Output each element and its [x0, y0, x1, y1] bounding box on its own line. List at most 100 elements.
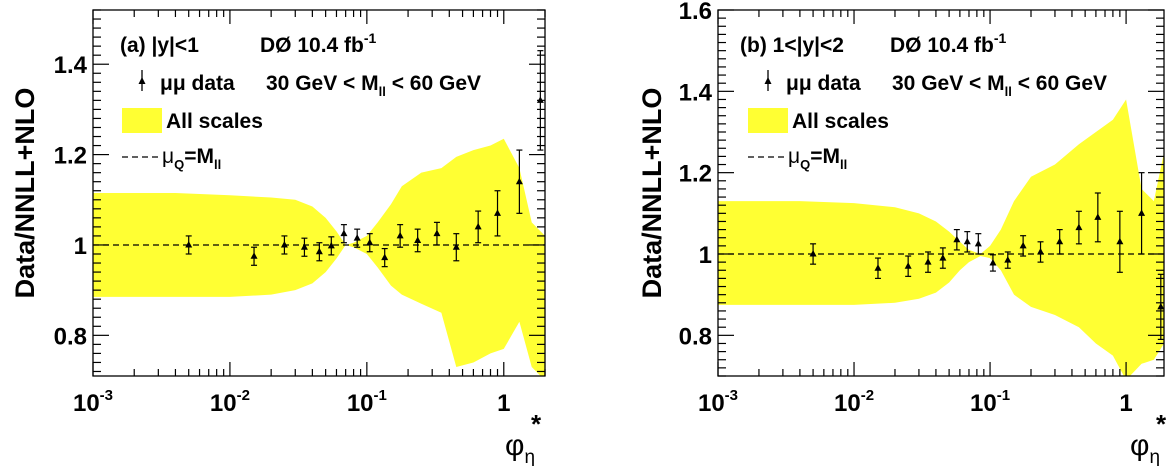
- experiment-text: DØ 10.4 fb: [890, 34, 994, 57]
- data-marker: [396, 231, 404, 239]
- x-tick-base: 1: [497, 390, 510, 417]
- data-marker: [1056, 237, 1064, 245]
- legend-mu: μ: [788, 145, 800, 168]
- data-point: [939, 247, 947, 269]
- data-marker: [185, 240, 193, 248]
- data-point: [1138, 172, 1146, 255]
- data-marker: [974, 239, 982, 247]
- legend-line-sub2: ll: [840, 157, 847, 172]
- data-point: [1019, 235, 1027, 257]
- data-point: [327, 236, 335, 256]
- data-point: [340, 224, 348, 244]
- data-marker: [1004, 256, 1012, 263]
- legend-mu-sub: Q: [174, 157, 184, 172]
- data-marker: [939, 254, 947, 261]
- y-tick-label: 1.4: [54, 52, 88, 79]
- data-point: [396, 224, 404, 248]
- data-marker: [494, 209, 502, 216]
- data-marker: [250, 252, 258, 259]
- panel-label: (a) |y|<1: [120, 34, 199, 57]
- x-tick-exponent: -3: [100, 387, 113, 404]
- scale-band: [718, 99, 1164, 376]
- legend-line-tail: =M: [184, 145, 214, 168]
- data-marker: [904, 262, 912, 269]
- legend-data-marker: [138, 77, 146, 84]
- data-marker: [809, 250, 817, 257]
- data-marker: [280, 240, 288, 248]
- legend-line-sub2: ll: [214, 157, 221, 172]
- data-marker: [1019, 241, 1027, 249]
- data-point: [381, 247, 389, 268]
- data-marker: [433, 229, 441, 237]
- experiment-text: DØ 10.4 fb: [260, 34, 364, 57]
- x-axis-label-sub: η: [1149, 447, 1160, 466]
- data-point: [452, 233, 460, 262]
- x-axis-label: φη *: [1130, 409, 1167, 466]
- mass-range-sub: ll: [1005, 84, 1012, 99]
- y-tick-label: 1.2: [679, 161, 712, 188]
- mass-range-sub: ll: [379, 84, 386, 99]
- x-tick-label: 10-1: [347, 387, 387, 417]
- legend-band-label: All scales: [166, 110, 263, 133]
- legend-band-label: All scales: [792, 110, 889, 133]
- y-tick-label: 1.4: [679, 79, 713, 106]
- data-marker: [953, 235, 961, 243]
- y-tick-label: 1.2: [54, 143, 87, 170]
- x-tick-base: 10: [347, 390, 374, 417]
- data-marker: [1116, 237, 1124, 245]
- data-point: [414, 228, 422, 253]
- x-tick-base: 10: [970, 390, 997, 417]
- data-point: [250, 246, 258, 266]
- data-point: [974, 233, 982, 255]
- x-tick-exponent: -1: [997, 387, 1010, 404]
- x-axis-label-main: φ: [505, 429, 524, 462]
- x-tick-base: 10: [834, 390, 861, 417]
- data-marker: [1157, 302, 1164, 310]
- x-tick-exponent: -2: [237, 387, 250, 404]
- data-marker: [1138, 209, 1146, 216]
- data-marker: [315, 247, 323, 255]
- data-point: [1056, 229, 1064, 255]
- data-marker: [327, 241, 335, 249]
- data-point: [494, 190, 502, 237]
- data-point: [963, 231, 971, 253]
- data-point: [515, 149, 523, 214]
- x-tick-base: 1: [1119, 390, 1132, 417]
- legend-band-swatch: [122, 108, 162, 133]
- x-tick-label: 10-2: [210, 387, 250, 417]
- data-point: [1157, 273, 1164, 340]
- data-point: [300, 237, 308, 257]
- panel-label: (b) 1<|y|<2: [740, 34, 844, 57]
- x-tick-base: 10: [210, 390, 237, 417]
- x-axis-label-sub: η: [524, 447, 535, 466]
- data-point: [924, 251, 932, 273]
- data-point: [1037, 241, 1045, 263]
- data-marker: [989, 258, 997, 266]
- data-marker: [874, 264, 882, 271]
- experiment-sup: -1: [994, 30, 1007, 46]
- legend-mu-sub: Q: [800, 157, 810, 172]
- x-tick-label: 10-3: [698, 387, 738, 417]
- x-tick-exponent: -3: [725, 387, 738, 404]
- x-tick-label: 1: [1119, 390, 1132, 417]
- legend-line-label: μQ=Mll: [162, 145, 221, 172]
- x-tick-exponent: -1: [374, 387, 387, 404]
- y-tick-label: 0.8: [679, 323, 712, 350]
- legend-data-label: μμ data: [786, 72, 861, 95]
- data-point: [1094, 192, 1102, 243]
- legend-data-label: μμ data: [160, 72, 235, 95]
- data-point: [1004, 251, 1012, 269]
- data-marker: [381, 253, 389, 261]
- mass-range-text: 30 GeV < M: [892, 72, 1005, 95]
- data-marker: [963, 237, 971, 245]
- data-marker: [300, 243, 308, 250]
- mass-range-tail: < 60 GeV: [1012, 72, 1107, 95]
- y-tick-label: 0.8: [54, 323, 87, 350]
- legend-mass-range: 30 GeV < Mll < 60 GeV: [892, 72, 1107, 99]
- data-marker: [474, 222, 482, 230]
- panel-a: 10-3 10-2 10-1 10.811.21.4Data/NNLL+NLOφη*(…: [10, 9, 546, 466]
- data-point: [315, 242, 323, 262]
- data-marker: [924, 258, 932, 265]
- experiment-label: DØ 10.4 fb-1: [890, 30, 1007, 57]
